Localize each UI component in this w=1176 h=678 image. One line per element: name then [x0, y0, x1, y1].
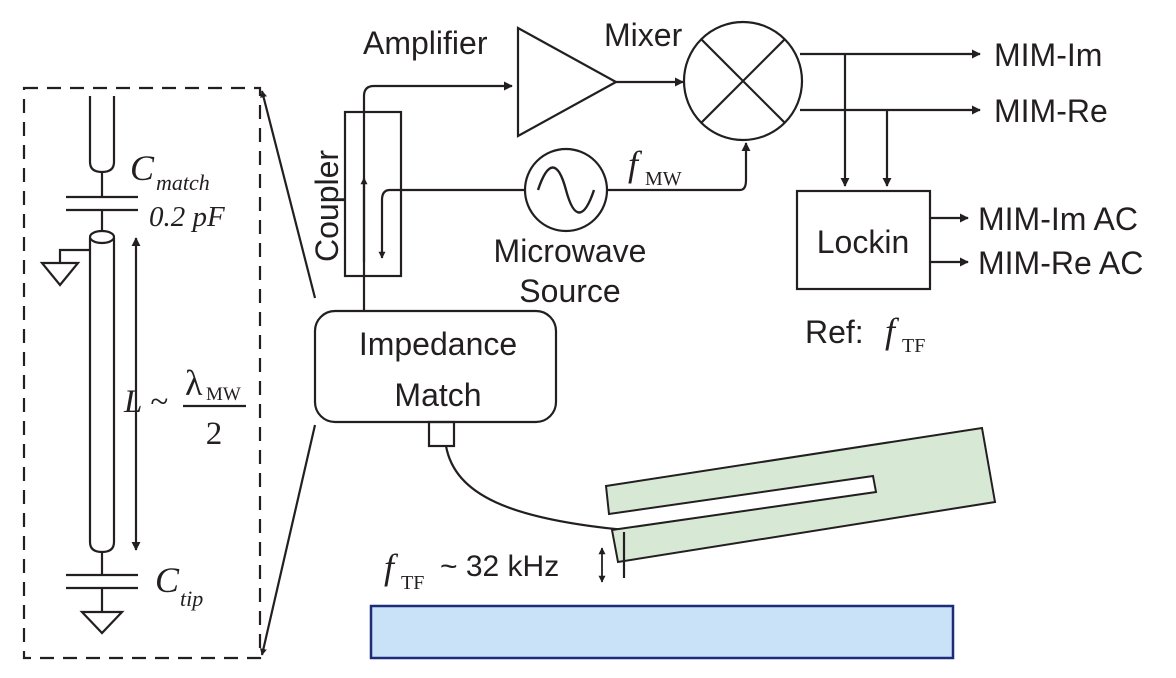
ref-f-symbol: f — [885, 311, 900, 351]
tuning-fork-body — [604, 426, 997, 564]
coax-input — [88, 96, 116, 174]
amplifier-triangle — [516, 26, 619, 138]
f-mw-symbol: f — [628, 144, 643, 184]
c-match-value: 0.2 pF — [149, 201, 225, 233]
lockin-box — [795, 189, 932, 291]
sine-wave-icon — [536, 166, 596, 214]
impedance-match-label-1: Impedance — [359, 326, 517, 362]
ref-label: Ref: — [805, 314, 864, 350]
ground-top-wire — [58, 248, 90, 263]
c-match-symbol: C — [130, 148, 155, 188]
lambda-symbol: λ — [185, 363, 203, 403]
mixer-cross-2 — [700, 38, 786, 124]
mixer-label: Mixer — [604, 17, 683, 53]
source-to-mixer — [607, 142, 751, 192]
transmission-line — [88, 238, 116, 554]
microwave-source-label-2: Source — [519, 273, 620, 309]
ground-top-icon — [39, 261, 81, 287]
output-mim-im-label: MIM-Im — [994, 37, 1102, 73]
c-tip-symbol: C — [155, 560, 180, 600]
ref-f-subscript: TF — [902, 335, 925, 357]
coupler-box — [343, 110, 403, 278]
c-tip-subscript: tip — [180, 586, 203, 611]
frequency-value: ~ 32 kHz — [440, 550, 559, 583]
cable — [444, 445, 626, 532]
output-mim-re-ac-label: MIM-Re AC — [978, 245, 1143, 281]
transmission-line-top — [88, 229, 116, 245]
mixer-circle — [682, 20, 804, 142]
fraction-denominator: 2 — [206, 416, 223, 452]
output-mim-im-ac-label: MIM-Im AC — [978, 201, 1138, 237]
impedance-match-label-2: Match — [394, 377, 481, 413]
zoom-line-top — [260, 90, 317, 299]
sample — [369, 604, 955, 660]
f-mw-subscript: MW — [645, 168, 682, 190]
source-to-coupler — [378, 188, 525, 259]
connector — [427, 420, 456, 448]
microwave-source-label-1: Microwave — [494, 233, 647, 269]
output-mim-re-label: MIM-Re — [994, 93, 1108, 129]
lockin-label: Lockin — [817, 224, 910, 260]
signal-path-amp — [362, 81, 513, 311]
f-tf-symbol: f — [384, 547, 399, 587]
lambda-subscript: MW — [206, 384, 241, 405]
coupler-label: Coupler — [309, 150, 345, 262]
amplifier-label: Amplifier — [363, 25, 488, 61]
ground-bottom-icon — [79, 610, 125, 635]
length-expression: L ~ — [123, 384, 168, 420]
zoom-line-bottom — [260, 424, 317, 656]
c-match-subscript: match — [156, 170, 210, 195]
f-tf-subscript: TF — [401, 572, 424, 594]
tuning-fork — [604, 426, 997, 564]
probe-inset-box — [22, 86, 262, 660]
